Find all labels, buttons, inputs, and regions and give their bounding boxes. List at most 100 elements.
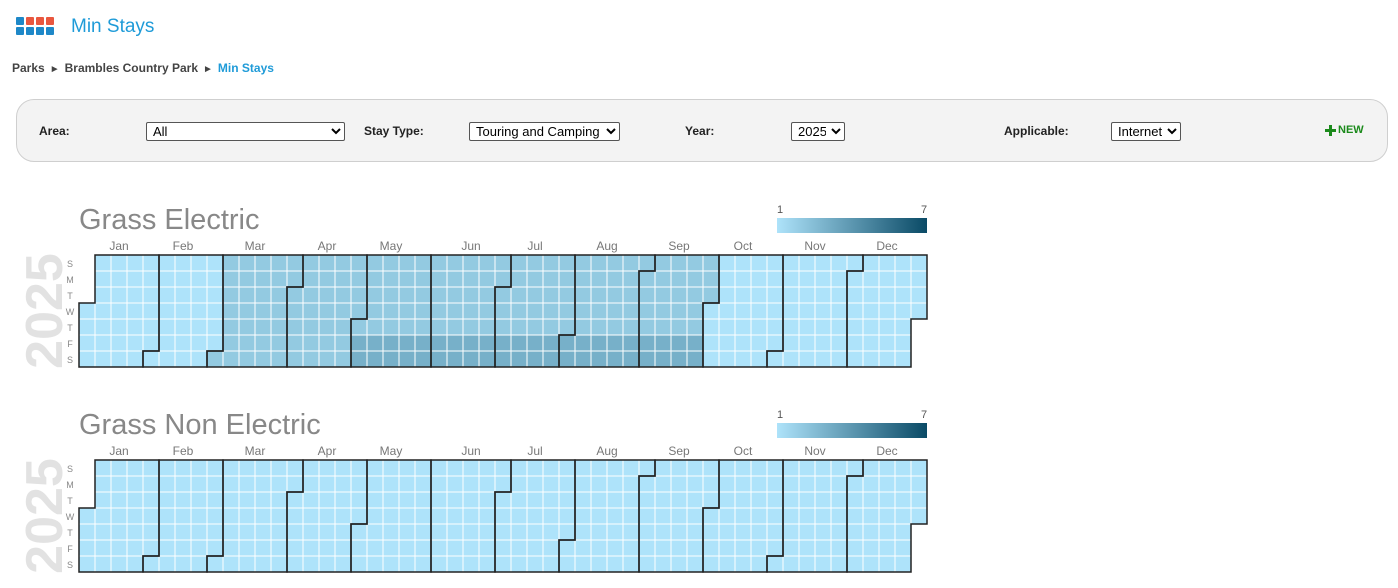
day-cell bbox=[446, 459, 464, 477]
day-cell bbox=[430, 539, 448, 557]
day-cell bbox=[94, 507, 112, 525]
day-cell bbox=[382, 350, 400, 368]
weekday-label: S bbox=[67, 355, 73, 365]
day-cell bbox=[254, 318, 272, 336]
legend-bar bbox=[777, 218, 927, 233]
day-cell bbox=[766, 270, 784, 288]
day-cell bbox=[574, 302, 592, 320]
day-cell bbox=[462, 523, 480, 541]
day-cell bbox=[782, 270, 800, 288]
day-cell bbox=[590, 459, 608, 477]
day-cell bbox=[526, 539, 544, 557]
stay-type-select[interactable]: Touring and Camping bbox=[469, 122, 620, 141]
day-cell bbox=[638, 350, 656, 368]
day-cell bbox=[830, 334, 848, 352]
day-cell bbox=[750, 302, 768, 320]
day-cell bbox=[542, 350, 560, 368]
day-cell bbox=[366, 302, 384, 320]
day-cell bbox=[718, 539, 736, 557]
day-cell bbox=[334, 507, 352, 525]
day-cell bbox=[494, 539, 512, 557]
day-cell bbox=[510, 334, 528, 352]
day-cell bbox=[142, 539, 160, 557]
day-cell bbox=[270, 555, 288, 573]
day-cell bbox=[110, 555, 128, 573]
day-cell bbox=[846, 475, 864, 493]
day-cell bbox=[238, 318, 256, 336]
day-cell bbox=[350, 286, 368, 304]
day-cell bbox=[286, 507, 304, 525]
day-cell bbox=[94, 286, 112, 304]
day-cell bbox=[174, 270, 192, 288]
day-cell bbox=[174, 555, 192, 573]
day-cell bbox=[254, 507, 272, 525]
day-cell bbox=[734, 318, 752, 336]
day-cell bbox=[414, 334, 432, 352]
applicable-select[interactable]: Internet bbox=[1111, 122, 1181, 141]
day-cell bbox=[894, 270, 912, 288]
day-cell bbox=[894, 523, 912, 541]
day-cell bbox=[878, 270, 896, 288]
day-cell bbox=[430, 555, 448, 573]
day-cell bbox=[654, 555, 672, 573]
day-cell bbox=[334, 491, 352, 509]
day-cell bbox=[846, 459, 864, 477]
day-cell bbox=[478, 350, 496, 368]
day-cell bbox=[542, 302, 560, 320]
new-button[interactable]: NEW bbox=[1325, 124, 1364, 136]
day-cell bbox=[654, 254, 672, 272]
day-cell bbox=[398, 254, 416, 272]
day-cell bbox=[798, 507, 816, 525]
day-cell bbox=[526, 286, 544, 304]
day-cell bbox=[78, 523, 96, 541]
day-cell bbox=[526, 254, 544, 272]
day-cell bbox=[238, 302, 256, 320]
day-cell bbox=[414, 286, 432, 304]
day-cell bbox=[350, 270, 368, 288]
day-cell bbox=[830, 539, 848, 557]
app-icon bbox=[16, 17, 54, 35]
day-cell bbox=[606, 475, 624, 493]
day-cell bbox=[862, 459, 880, 477]
day-cell bbox=[638, 254, 656, 272]
day-cell bbox=[862, 302, 880, 320]
breadcrumb: Parks ► Brambles Country Park ► Min Stays bbox=[12, 61, 274, 75]
day-cell bbox=[670, 350, 688, 368]
day-cell bbox=[190, 286, 208, 304]
day-cell bbox=[830, 302, 848, 320]
day-cell bbox=[766, 507, 784, 525]
day-cell bbox=[190, 555, 208, 573]
day-cell bbox=[606, 334, 624, 352]
day-cell bbox=[750, 459, 768, 477]
area-select[interactable]: All bbox=[146, 122, 345, 141]
day-cell bbox=[254, 254, 272, 272]
day-cell bbox=[286, 270, 304, 288]
legend-bar bbox=[777, 423, 927, 438]
year-select[interactable]: 2025 bbox=[791, 122, 845, 141]
day-cell bbox=[846, 523, 864, 541]
day-cell bbox=[814, 523, 832, 541]
day-cell bbox=[798, 555, 816, 573]
day-cell bbox=[846, 507, 864, 525]
day-cell bbox=[126, 475, 144, 493]
day-cell bbox=[830, 318, 848, 336]
day-cell bbox=[446, 350, 464, 368]
day-cell bbox=[318, 523, 336, 541]
day-cell bbox=[190, 459, 208, 477]
day-cell bbox=[414, 459, 432, 477]
day-cell bbox=[574, 334, 592, 352]
day-cell bbox=[222, 254, 240, 272]
day-cell bbox=[574, 318, 592, 336]
day-cell bbox=[878, 350, 896, 368]
day-cell bbox=[110, 539, 128, 557]
day-cell bbox=[606, 523, 624, 541]
day-cell bbox=[750, 539, 768, 557]
day-cell bbox=[350, 254, 368, 272]
day-cell bbox=[398, 270, 416, 288]
day-cell bbox=[334, 475, 352, 493]
day-cell bbox=[126, 334, 144, 352]
day-cell bbox=[862, 318, 880, 336]
breadcrumb-link[interactable]: Brambles Country Park bbox=[64, 61, 198, 75]
breadcrumb-link[interactable]: Parks bbox=[12, 61, 45, 75]
day-cell bbox=[638, 507, 656, 525]
